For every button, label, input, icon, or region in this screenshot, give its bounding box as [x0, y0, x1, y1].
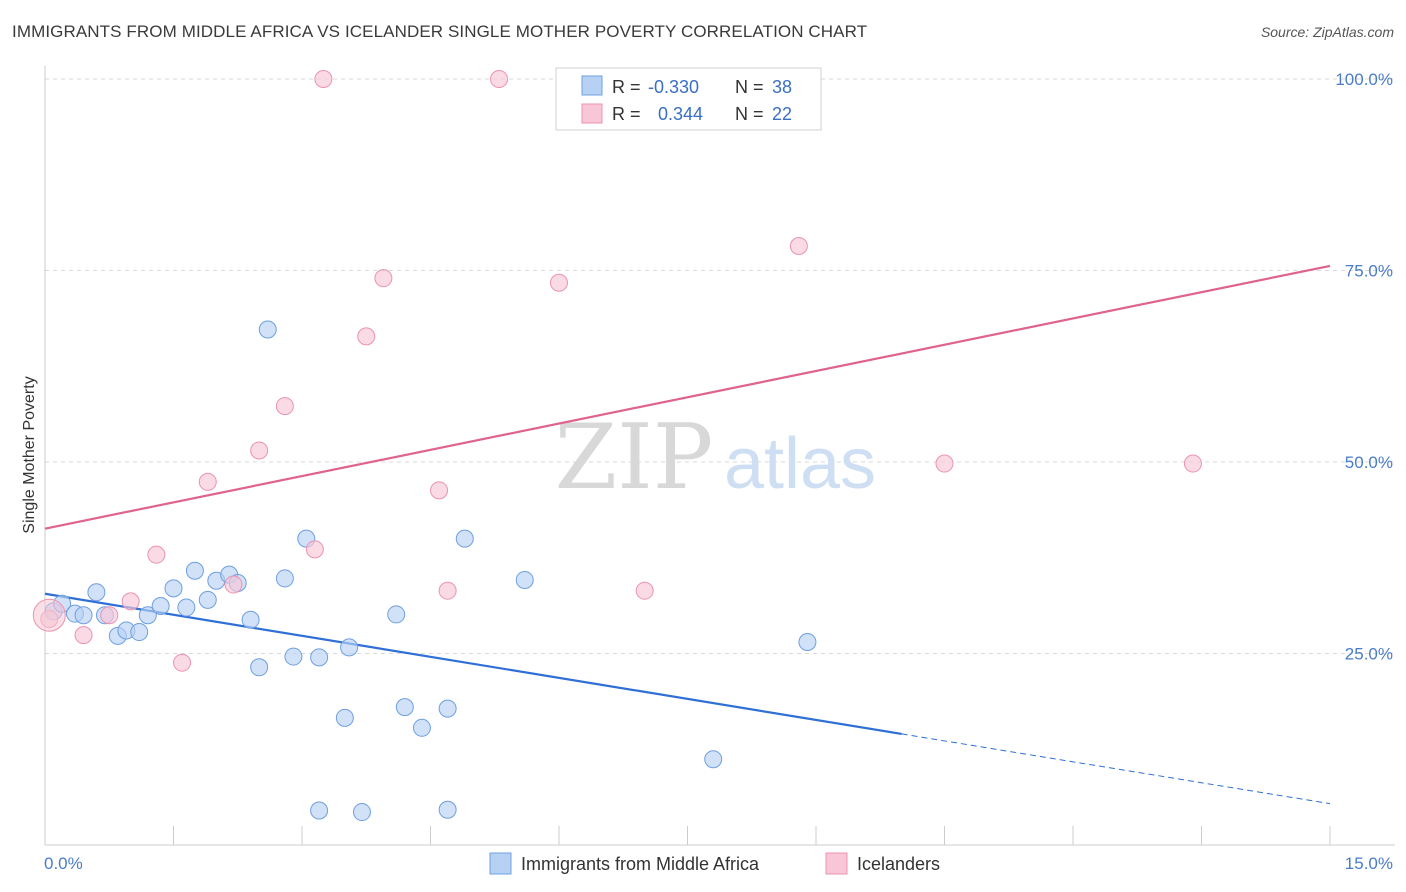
point-middle-africa	[395, 698, 414, 717]
legend-n-label-1: N =	[735, 77, 764, 97]
bottom-legend-label-blue: Immigrants from Middle Africa	[521, 854, 760, 874]
bottom-legend-label-pink: Icelanders	[857, 854, 940, 874]
point-middle-africa	[177, 598, 196, 617]
bottom-legend-swatch-pink	[825, 852, 848, 875]
point-middle-africa	[310, 801, 329, 820]
point-icelanders	[147, 545, 166, 564]
legend-n-label-2: N =	[735, 104, 764, 124]
x-tick-labels: 0.0% 15.0%	[44, 854, 1393, 873]
point-middle-africa	[138, 606, 157, 625]
point-icelanders	[198, 472, 217, 491]
point-middle-africa	[352, 803, 371, 822]
series-legend: Immigrants from Middle Africa Icelanders	[489, 852, 940, 875]
source-credit: Source: ZipAtlas.com	[1260, 24, 1394, 40]
trend-line-middle-africa	[44, 592, 902, 736]
point-middle-africa	[284, 647, 303, 666]
point-middle-africa	[455, 529, 474, 548]
point-icelanders	[275, 397, 294, 416]
y-axis-label: Single Mother Poverty	[21, 376, 38, 533]
point-middle-africa	[340, 638, 359, 657]
point-icelanders	[1183, 454, 1202, 473]
x-tick-label: 15.0%	[1345, 854, 1393, 873]
point-icelanders	[935, 454, 954, 473]
point-middle-africa	[185, 561, 204, 580]
point-cluster	[32, 598, 66, 632]
trend-line-icelanders	[44, 264, 1331, 530]
point-middle-africa	[198, 590, 217, 609]
legend-r-label-2: R =	[612, 104, 641, 124]
legend-swatch-pink	[581, 103, 603, 124]
point-middle-africa	[704, 750, 723, 769]
legend-r-value-2: 0.344	[658, 104, 703, 124]
point-middle-africa	[387, 605, 406, 624]
point-middle-africa	[438, 800, 457, 819]
legend-r-value-1: -0.330	[648, 77, 699, 97]
point-icelanders	[490, 70, 509, 88]
point-icelanders	[224, 575, 243, 594]
point-icelanders	[305, 540, 324, 559]
point-icelanders	[635, 581, 654, 600]
point-middle-africa	[515, 570, 534, 589]
y-tick-label: 25.0%	[1345, 645, 1393, 664]
point-middle-africa	[87, 583, 106, 602]
legend-r-label-1: R =	[612, 77, 641, 97]
y-tick-label: 50.0%	[1345, 453, 1393, 472]
x-tick-label: 0.0%	[44, 854, 83, 873]
axes	[44, 66, 1395, 846]
bottom-legend-swatch-blue	[489, 852, 512, 875]
trend-line-extension	[901, 733, 1331, 805]
point-icelanders	[438, 581, 457, 600]
watermark-atlas: atlas	[724, 424, 876, 504]
data-points	[32, 70, 1202, 822]
point-middle-africa	[335, 708, 354, 727]
point-middle-africa	[164, 579, 183, 598]
point-middle-africa	[74, 606, 93, 625]
point-middle-africa	[250, 658, 269, 677]
point-icelanders	[121, 592, 140, 611]
point-middle-africa	[310, 648, 329, 667]
y-tick-labels: 25.0% 50.0% 75.0% 100.0%	[1335, 70, 1393, 664]
point-middle-africa	[258, 320, 277, 339]
y-tick-label: 100.0%	[1335, 70, 1393, 89]
legend-n-value-1: 38	[772, 77, 792, 97]
point-icelanders	[314, 70, 333, 88]
point-icelanders	[550, 273, 568, 292]
point-middle-africa	[798, 633, 817, 652]
point-middle-africa	[275, 569, 294, 588]
gridlines	[45, 78, 1395, 654]
watermark: ZIP atlas	[555, 405, 876, 510]
point-middle-africa	[130, 623, 149, 642]
correlation-legend: R = -0.330 N = 38 R = 0.344 N = 22	[555, 67, 822, 131]
watermark-zip: ZIP	[555, 405, 714, 510]
point-icelanders	[430, 481, 449, 500]
point-icelanders	[250, 441, 269, 460]
trend-lines	[44, 264, 1331, 805]
point-middle-africa	[412, 718, 431, 737]
point-icelanders	[173, 653, 192, 672]
point-icelanders	[374, 269, 393, 288]
point-middle-africa	[241, 610, 260, 629]
legend-n-value-2: 22	[772, 104, 792, 124]
point-middle-africa	[151, 597, 170, 616]
point-icelanders	[357, 327, 376, 346]
chart-title: IMMIGRANTS FROM MIDDLE AFRICA VS ICELAND…	[12, 22, 868, 41]
y-tick-label: 75.0%	[1345, 262, 1393, 281]
point-icelanders	[74, 626, 93, 645]
point-icelanders	[100, 606, 119, 625]
point-icelanders	[789, 236, 808, 255]
legend-swatch-blue	[581, 75, 603, 96]
point-middle-africa	[438, 699, 457, 718]
